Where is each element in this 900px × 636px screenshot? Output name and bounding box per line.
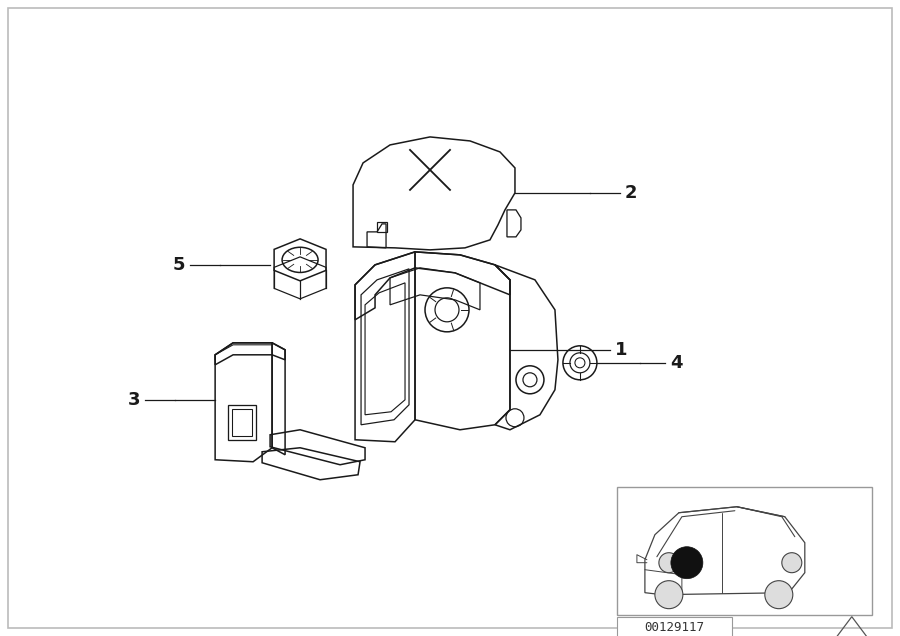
Bar xyxy=(616,617,732,636)
Circle shape xyxy=(782,553,802,572)
Text: 00129117: 00129117 xyxy=(644,621,705,634)
Text: 1: 1 xyxy=(615,341,627,359)
Text: 2: 2 xyxy=(625,184,637,202)
Circle shape xyxy=(655,581,683,609)
Circle shape xyxy=(659,553,679,572)
Bar xyxy=(616,487,872,614)
Text: 4: 4 xyxy=(670,354,682,372)
Circle shape xyxy=(765,581,793,609)
Circle shape xyxy=(670,547,703,579)
Text: 3: 3 xyxy=(128,391,140,409)
Text: 5: 5 xyxy=(173,256,185,274)
